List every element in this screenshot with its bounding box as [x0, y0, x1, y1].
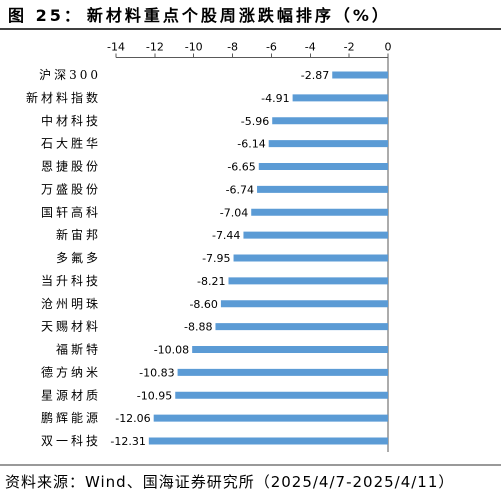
bar-value-label: -6.14 [237, 138, 265, 151]
bar [215, 323, 388, 331]
x-tick-label: -6 [266, 41, 277, 54]
category-label: 星源材质 [41, 388, 101, 402]
bar [268, 140, 388, 148]
bar [192, 346, 388, 353]
bar-value-label: -7.95 [202, 252, 230, 265]
x-tick-label: -14 [107, 41, 125, 54]
bar-row: -6.74 万盛股份 [41, 181, 388, 196]
bar [243, 231, 388, 239]
bar-value-label: -8.88 [184, 321, 212, 334]
plot-area: -14 -12 -10 -8 -6 -4 -2 0 -2.87 沪深300 -4.91 新材料指数 -5… [26, 41, 392, 452]
bar [258, 163, 388, 170]
bar-value-label: -10.08 [154, 344, 189, 357]
bar-row: -8.60 沧州明珠 [41, 296, 388, 311]
bar-row: -8.21 当升科技 [41, 274, 388, 288]
category-label: 国轩高科 [41, 204, 101, 219]
bar [153, 414, 388, 422]
x-tick-label: -12 [146, 41, 164, 54]
figure-title: 图 25： 新材料重点个股周涨跌幅排序（%） [8, 6, 391, 25]
category-label: 万盛股份 [41, 181, 101, 196]
bar [251, 208, 388, 216]
bar [257, 185, 388, 193]
category-label: 中材科技 [41, 113, 101, 128]
category-label: 沧州明珠 [41, 296, 101, 311]
x-tick-label: 0 [385, 41, 392, 54]
bar-row: -6.14 石大胜华 [41, 136, 388, 151]
bar-value-label: -10.95 [137, 389, 172, 402]
bar-value-label: -2.87 [301, 69, 329, 82]
bar-row: -12.06 鹏辉能源 [41, 411, 388, 425]
category-label: 当升科技 [41, 274, 101, 288]
category-label: 德方纳米 [41, 364, 101, 379]
category-label: 多氟多 [56, 251, 101, 265]
bar-row: -7.95 多氟多 [56, 251, 388, 265]
source-note: 资料来源：Wind、国海证券研究所（2025/4/7-2025/4/11） [5, 473, 454, 491]
bar-row: -8.88 天赐材料 [41, 320, 388, 334]
bar-value-label: -12.31 [110, 435, 145, 448]
bar-value-label: -7.04 [220, 206, 248, 219]
category-label: 天赐材料 [41, 320, 101, 334]
x-tick-label: -8 [227, 41, 238, 54]
x-tick-label: -2 [344, 41, 355, 54]
category-label: 双一科技 [41, 434, 101, 448]
bar-row: -7.44 新宙邦 [56, 227, 388, 242]
bar [228, 277, 388, 285]
bar [220, 300, 388, 308]
category-label: 恩捷股份 [41, 160, 101, 174]
bar-row: -10.08 福斯特 [56, 342, 388, 357]
category-label: 福斯特 [56, 342, 101, 357]
category-label: 新材料指数 [26, 90, 101, 105]
bar [177, 368, 388, 376]
figure-number: 图 25： [8, 6, 83, 25]
bar-row: -2.87 沪深300 [39, 68, 388, 82]
bar-value-label: -8.60 [189, 298, 217, 311]
bar-row: -6.65 恩捷股份 [41, 160, 388, 174]
category-label: 新宙邦 [56, 227, 101, 242]
bar-row: -5.96 中材科技 [41, 113, 388, 128]
bar-value-label: -4.91 [261, 92, 289, 105]
bar [292, 94, 388, 102]
bar-value-label: -6.65 [227, 161, 255, 174]
bar [148, 437, 388, 445]
category-label: 沪深300 [39, 68, 101, 82]
bar-value-label: -8.21 [197, 275, 225, 288]
bar-row: -10.95 星源材质 [41, 388, 388, 402]
bar-value-label: -6.74 [226, 183, 254, 196]
bar [175, 391, 388, 399]
chart-title: 新材料重点个股周涨跌幅排序（%） [87, 6, 391, 25]
bar-value-label: -12.06 [115, 412, 150, 425]
bar [272, 117, 388, 125]
x-tick-label: -10 [185, 41, 203, 54]
x-axis: -14 -12 -10 -8 -6 -4 -2 0 [107, 41, 392, 58]
bar-row: -4.91 新材料指数 [26, 90, 388, 105]
bar-value-label: -5.96 [241, 115, 269, 128]
x-tick-label: -4 [305, 41, 316, 54]
bar-row: -12.31 双一科技 [41, 434, 388, 448]
bar-row: -7.04 国轩高科 [41, 204, 388, 219]
bar-value-label: -10.83 [139, 366, 174, 379]
bar-value-label: -7.44 [212, 229, 240, 242]
category-label: 鹏辉能源 [41, 411, 101, 425]
bar-row: -10.83 德方纳米 [41, 364, 388, 379]
category-label: 石大胜华 [41, 136, 101, 151]
bar [233, 254, 388, 262]
bar-series: -2.87沪深300-4.91新材料指数-5.96中材科技-6.14石大胜华-6… [26, 68, 388, 448]
bar [332, 71, 388, 79]
